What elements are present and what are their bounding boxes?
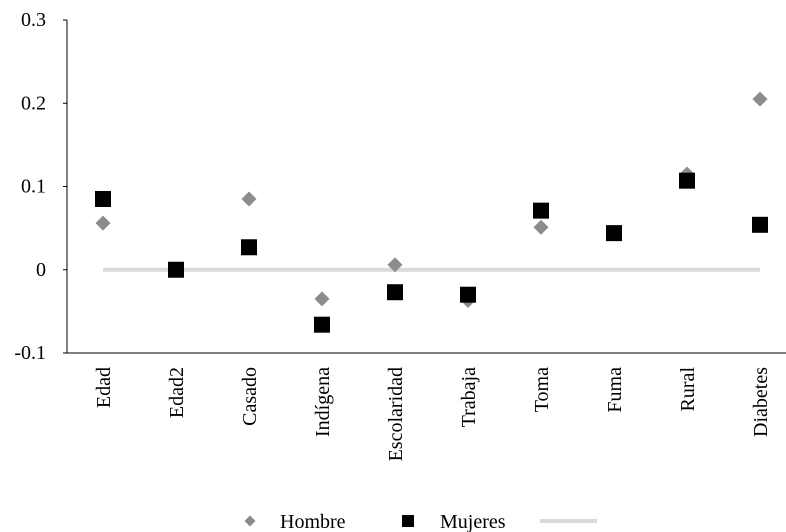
mujeres-point xyxy=(241,239,257,256)
x-tick-label: Diabetes xyxy=(750,367,772,437)
x-tick-label: Rural xyxy=(677,367,699,412)
mujeres-point xyxy=(314,316,330,333)
mujeres-point xyxy=(752,216,768,233)
mujeres-point xyxy=(679,172,695,189)
hombre-point xyxy=(387,257,403,273)
mujeres-point xyxy=(533,202,549,219)
mujeres-point xyxy=(606,225,622,242)
legend: Hombre Mujeres xyxy=(244,511,597,532)
legend-label-mujeres: Mujeres xyxy=(440,511,506,532)
legend-mujeres-marker xyxy=(402,515,414,527)
hombre-point xyxy=(95,215,111,231)
legend-label-hombre: Hombre xyxy=(280,511,346,532)
x-tick-label: Casado xyxy=(239,367,261,426)
x-tick-label: Indígena xyxy=(312,367,334,437)
x-tick-label: Fuma xyxy=(604,367,626,413)
y-tick-label: 0 xyxy=(36,259,46,281)
mujeres-point xyxy=(95,190,111,207)
y-tick-label: 0.2 xyxy=(21,92,46,114)
y-tick-label: 0.3 xyxy=(21,9,46,31)
y-tick-label: 0.1 xyxy=(21,176,46,198)
chart-marks xyxy=(95,91,768,333)
x-tick-label: Toma xyxy=(531,367,553,412)
axes: -0.1 0 0.1 0.2 0.3 Edad Edad2 Casado Indígena Esc… xyxy=(14,9,786,461)
hombre-point xyxy=(533,219,549,235)
x-tick-label: Edad xyxy=(93,367,115,408)
hombre-point xyxy=(314,291,330,307)
x-tick-label: Escolaridad xyxy=(385,367,407,461)
mujeres-point xyxy=(387,284,403,301)
hombre-point xyxy=(241,191,257,207)
x-tick-label: Trabaja xyxy=(458,367,480,427)
legend-hombre-marker xyxy=(244,515,256,527)
mujeres-point xyxy=(460,286,476,303)
mujeres-point xyxy=(168,261,184,278)
hombre-point xyxy=(752,91,768,107)
x-tick-label: Edad2 xyxy=(166,367,188,418)
y-tick-label: -0.1 xyxy=(14,342,46,364)
